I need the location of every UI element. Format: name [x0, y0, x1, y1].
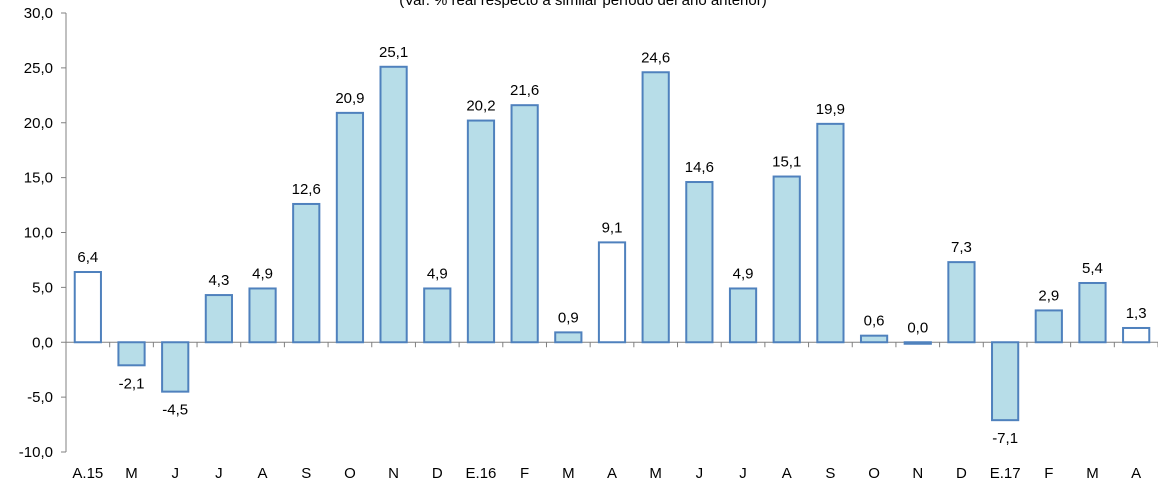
- data-label: 6,4: [77, 249, 98, 266]
- data-label: 4,9: [252, 265, 273, 282]
- x-tick-label: E.16: [466, 465, 497, 482]
- data-label: 19,9: [816, 101, 845, 118]
- bar: [117, 341, 146, 367]
- bar: [903, 341, 932, 345]
- bar: [1078, 281, 1107, 344]
- x-tick-label: S: [301, 465, 311, 482]
- y-tick-label: -10,0: [19, 444, 53, 461]
- data-label: 0,9: [558, 309, 579, 326]
- y-tick-label: 15,0: [24, 170, 53, 187]
- data-labels: 6,4 -2,1 -4,5 4,3 4,9 12,6 20,9 25,1 4,9 20,2 21,6…: [77, 44, 1146, 447]
- data-label: -2,1: [119, 375, 145, 392]
- bar: [204, 294, 233, 344]
- bar: [335, 111, 365, 344]
- bar: [597, 241, 627, 344]
- data-label: 7,3: [951, 239, 972, 256]
- bar: [379, 65, 408, 344]
- y-tick-label: 5,0: [32, 279, 53, 296]
- x-tick-label: D: [956, 465, 967, 482]
- x-tick-label: J: [739, 465, 747, 482]
- x-tick-label: E.17: [990, 465, 1021, 482]
- y-tick-label: 10,0: [24, 225, 53, 242]
- data-label: 21,6: [510, 82, 539, 99]
- bar: [73, 271, 102, 344]
- data-label: 15,1: [772, 154, 801, 171]
- x-tick-label: F: [520, 465, 529, 482]
- x-tick-label: O: [868, 465, 880, 482]
- data-label: 4,3: [208, 272, 229, 289]
- bar: [1122, 326, 1151, 344]
- data-label: 4,9: [427, 265, 448, 282]
- bar: [510, 104, 539, 344]
- x-tick-label: J: [215, 465, 223, 482]
- bar: [772, 175, 801, 344]
- y-tick-label: 20,0: [24, 115, 53, 132]
- x-tick-label: N: [388, 465, 399, 482]
- x-tick-label: A: [1131, 465, 1141, 482]
- data-label: 2,9: [1038, 287, 1059, 304]
- bar: [423, 287, 452, 344]
- data-label: 5,4: [1082, 260, 1103, 277]
- data-label: 4,9: [733, 265, 754, 282]
- y-tick-label: 0,0: [32, 334, 53, 351]
- bar: [859, 334, 889, 344]
- x-tick-label: A: [258, 465, 268, 482]
- x-tick-label: D: [432, 465, 443, 482]
- data-label: -7,1: [992, 430, 1018, 447]
- bar: [685, 181, 714, 344]
- bar: [816, 122, 845, 344]
- x-tick-label: N: [912, 465, 923, 482]
- x-tick-label: M: [649, 465, 662, 482]
- data-label: 9,1: [602, 219, 623, 236]
- x-tick-label: S: [825, 465, 835, 482]
- y-tick-label: 30,0: [24, 5, 53, 22]
- bar: [161, 341, 190, 393]
- data-label: 0,0: [907, 319, 928, 336]
- x-tick-label: A: [782, 465, 792, 482]
- data-label: 25,1: [379, 44, 408, 61]
- chart-subtitle: (Var. % real respecto a similar período …: [399, 0, 766, 9]
- bar: [728, 287, 758, 344]
- x-tick-label: O: [344, 465, 356, 482]
- bar: [991, 341, 1020, 422]
- data-label: 12,6: [292, 181, 321, 198]
- axes: -10,0 -5,0 0,0 5,0 10,0 15,0 20,0 25,0 30,0 A.15 M…: [19, 5, 1158, 482]
- x-tick-label: A: [607, 465, 617, 482]
- y-tick-label: -5,0: [27, 389, 53, 406]
- bar: [248, 287, 277, 344]
- x-tick-label: M: [562, 465, 575, 482]
- y-tick-label: 25,0: [24, 60, 53, 77]
- bar: [641, 71, 670, 344]
- bar: [1034, 309, 1063, 344]
- data-label: 20,9: [335, 90, 364, 107]
- data-label: 24,6: [641, 49, 670, 66]
- bar: [947, 261, 976, 344]
- bar: [292, 202, 321, 344]
- data-label: 14,6: [685, 159, 714, 176]
- bar: [554, 331, 583, 344]
- x-tick-label: F: [1044, 465, 1053, 482]
- x-tick-label: J: [696, 465, 704, 482]
- x-tick-label: M: [1086, 465, 1099, 482]
- data-label: 20,2: [466, 98, 495, 115]
- data-label: 0,6: [864, 313, 885, 330]
- data-label: -4,5: [162, 402, 188, 419]
- data-label: 1,3: [1126, 305, 1147, 322]
- x-tick-label: M: [125, 465, 138, 482]
- x-tick-label: J: [171, 465, 179, 482]
- bar: [466, 119, 496, 344]
- x-tick-label: A.15: [72, 465, 103, 482]
- bars: [73, 65, 1151, 422]
